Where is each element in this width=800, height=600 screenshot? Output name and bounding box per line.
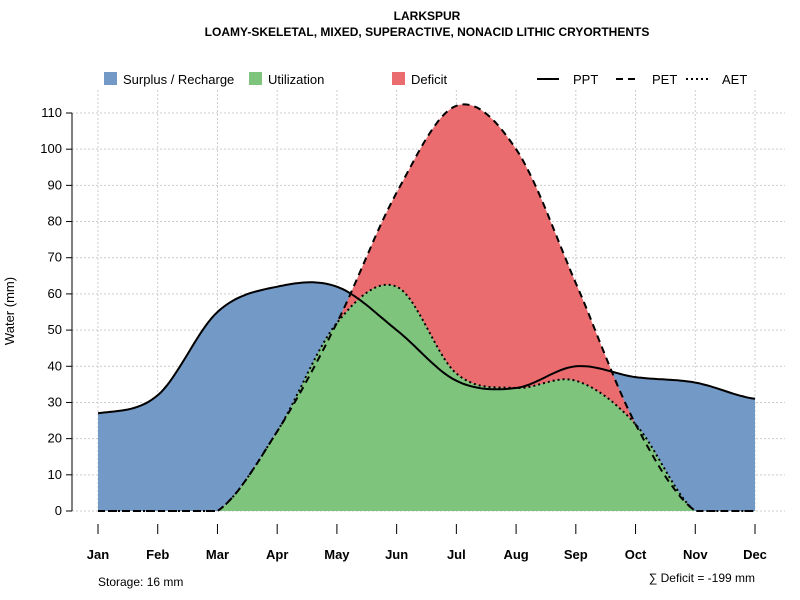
y-tick-label: 50	[48, 322, 62, 337]
legend-label: Deficit	[411, 72, 448, 87]
y-tick-label: 0	[55, 503, 62, 518]
y-tick-label: 80	[48, 214, 62, 229]
legend-swatch	[249, 72, 262, 85]
x-tick-label: May	[324, 547, 350, 562]
y-tick-label: 70	[48, 250, 62, 265]
x-tick-label: Aug	[503, 547, 528, 562]
x-tick-label: Mar	[206, 547, 229, 562]
y-axis-label: Water (mm)	[2, 277, 17, 345]
y-tick-label: 10	[48, 467, 62, 482]
x-tick-label: Jul	[447, 547, 466, 562]
legend-swatch	[392, 72, 405, 85]
x-tick-label: Jun	[385, 547, 408, 562]
legend-label: PET	[652, 72, 677, 87]
x-tick-label: Jan	[87, 547, 109, 562]
legend-label: AET	[722, 72, 747, 87]
x-tick-label: Dec	[743, 547, 767, 562]
legend-swatch	[104, 72, 117, 85]
y-tick-label: 30	[48, 394, 62, 409]
y-tick-label: 100	[40, 141, 62, 156]
y-tick-label: 60	[48, 286, 62, 301]
legend-label: Surplus / Recharge	[123, 72, 234, 87]
x-tick-label: Sep	[564, 547, 588, 562]
x-tick-label: Apr	[266, 547, 288, 562]
y-tick-label: 40	[48, 358, 62, 373]
x-tick-label: Oct	[625, 547, 647, 562]
legend-label: Utilization	[268, 72, 324, 87]
y-tick-label: 110	[41, 105, 62, 120]
x-tick-label: Feb	[146, 547, 169, 562]
pet-line	[98, 103, 755, 512]
y-tick-label: 20	[48, 431, 62, 446]
storage-annotation: Storage: 16 mm	[98, 575, 183, 589]
ppt-line	[97, 281, 756, 415]
utilization-area	[98, 284, 755, 511]
legend-label: PPT	[573, 72, 598, 87]
chart-subtitle: LOAMY-SKELETAL, MIXED, SUPERACTIVE, NONA…	[205, 25, 650, 39]
chart-title: LARKSPUR	[394, 9, 461, 23]
deficit-annotation: ∑ Deficit = -199 mm	[649, 571, 755, 585]
y-tick-label: 90	[48, 177, 62, 192]
x-tick-label: Nov	[683, 547, 708, 562]
